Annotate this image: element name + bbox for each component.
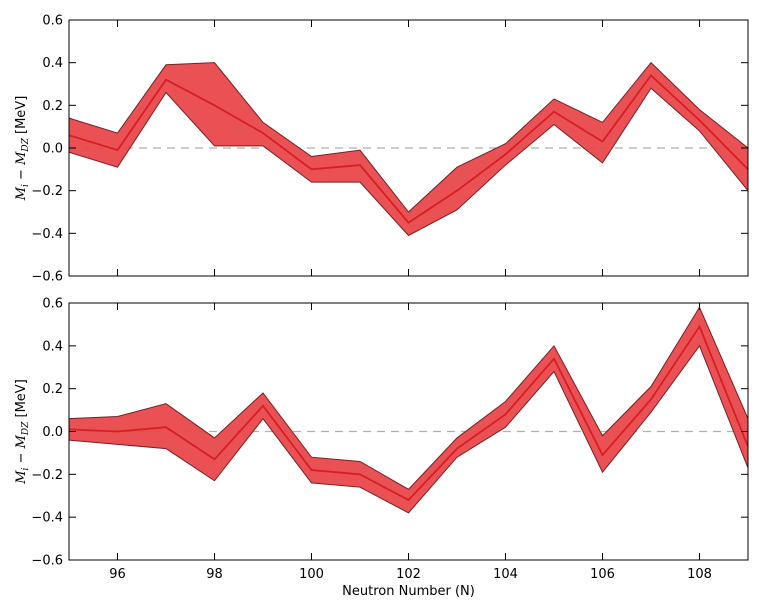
top-y-tick-label-0: −0.6	[31, 270, 63, 285]
bottom-y-tick-label-5: 0.4	[42, 339, 63, 354]
top-y-tick-label-6: 0.6	[42, 14, 63, 29]
bottom-y-tick-label-0: −0.6	[31, 554, 63, 569]
bottom-panel: 96 98 100 102 104 106 108 −0.6 −0.4 −0.2 0.0 0.2 0.4…	[14, 297, 748, 600]
bottom-y-tick-label-4: 0.2	[42, 382, 63, 397]
bottom-x-tick-label-102: 102	[396, 567, 421, 582]
bottom-x-axis-label: Neutron Number (N)	[342, 584, 475, 599]
top-y-tick-label-1: −0.4	[31, 227, 63, 242]
bottom-x-tick-label-98: 98	[206, 567, 223, 582]
top-plot-area	[69, 63, 748, 236]
top-y-axis-label: Mi − MDZ [MeV]	[14, 96, 31, 202]
top-y-tick-label-5: 0.4	[42, 56, 63, 71]
bottom-uncertainty-band	[69, 307, 748, 513]
top-y-tick-label-4: 0.2	[42, 99, 63, 114]
top-uncertainty-band	[69, 63, 748, 236]
bottom-y-tick-label-3: 0.0	[42, 425, 63, 440]
top-panel: −0.6 −0.4 −0.2 0.0 0.2 0.4 0.6 Mi − MDZ [MeV]	[14, 14, 748, 285]
bottom-x-tick-label-100: 100	[299, 567, 324, 582]
bottom-y-tick-label-1: −0.4	[31, 511, 63, 526]
bottom-y-axis-label: Mi − MDZ [MeV]	[14, 379, 31, 485]
bottom-plot-area	[69, 307, 748, 513]
bottom-x-tick-label-104: 104	[493, 567, 518, 582]
bottom-y-tick-label-6: 0.6	[42, 297, 63, 312]
top-y-tick-label-2: −0.2	[31, 184, 63, 199]
bottom-x-tick-label-96: 96	[109, 567, 126, 582]
bottom-x-tick-label-108: 108	[687, 567, 712, 582]
bottom-y-tick-label-2: −0.2	[31, 468, 63, 483]
top-y-tick-label-3: 0.0	[42, 142, 63, 157]
bottom-x-tick-label-106: 106	[590, 567, 615, 582]
